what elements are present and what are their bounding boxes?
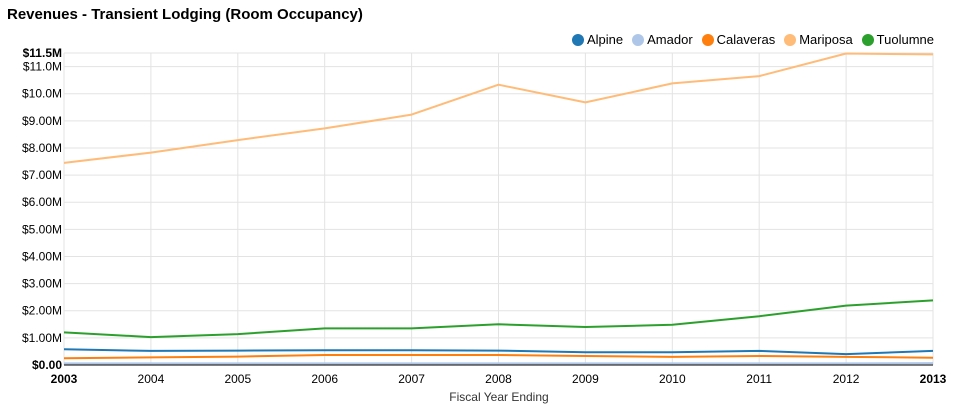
legend-label: Tuolumne (876, 32, 934, 47)
x-tick-label: 2009 (572, 372, 599, 386)
x-tick-label: 2003 (51, 372, 78, 386)
x-tick-label: 2013 (920, 372, 947, 386)
legend-item-tuolumne[interactable]: Tuolumne (861, 32, 934, 47)
legend-swatch (701, 33, 714, 46)
y-tick-label: $11.5M (23, 46, 62, 60)
x-tick-label: 2006 (311, 372, 338, 386)
y-tick-label: $10.0M (22, 87, 62, 101)
y-tick-label: $7.00M (22, 168, 62, 182)
y-tick-label: $3.00M (22, 277, 62, 291)
legend-swatch (861, 33, 874, 46)
series-line-calaveras (63, 354, 934, 360)
y-tick-label: $11.0M (23, 60, 62, 74)
legend-label: Alpine (587, 32, 624, 47)
chart-legend: Alpine Amador Calaveras Mariposa Tuolumne (563, 32, 934, 47)
x-axis-label: Fiscal Year Ending (449, 390, 548, 404)
y-axis: $0.00 $1.00M $2.00M $3.00M $4.00M $5.00M $6.00… (22, 46, 62, 372)
chart-grid (63, 52, 934, 366)
legend-label: Amador (647, 32, 693, 47)
x-tick-label: 2010 (659, 372, 686, 386)
y-tick-label: $5.00M (22, 222, 62, 236)
legend-item-calaveras[interactable]: Calaveras (701, 32, 776, 47)
series-line-alpine (63, 348, 934, 356)
x-axis: 2003 2004 2005 2006 2007 2008 2009 2010 2011 2012… (51, 372, 947, 386)
legend-swatch (632, 33, 645, 46)
y-tick-label: $1.00M (22, 331, 62, 345)
x-tick-label: 2011 (746, 372, 772, 386)
y-tick-label: $6.00M (22, 195, 62, 209)
legend-item-amador[interactable]: Amador (632, 32, 693, 47)
y-tick-label: $0.00 (32, 358, 62, 372)
x-tick-label: 2004 (138, 372, 165, 386)
series-line-tuolumne (63, 299, 934, 339)
legend-label: Mariposa (799, 32, 853, 47)
chart-title: Revenues - Transient Lodging (Room Occup… (7, 6, 363, 23)
x-tick-label: 2007 (398, 372, 425, 386)
y-tick-label: $2.00M (22, 304, 62, 318)
y-tick-label: $4.00M (22, 249, 62, 263)
y-tick-label: $9.00M (22, 114, 62, 128)
series-lines (63, 52, 934, 365)
x-tick-label: 2005 (224, 372, 251, 386)
series-line-mariposa (63, 52, 934, 164)
x-tick-label: 2012 (833, 372, 860, 386)
legend-item-alpine[interactable]: Alpine (572, 32, 623, 47)
legend-swatch (784, 33, 797, 46)
legend-item-mariposa[interactable]: Mariposa (784, 32, 853, 47)
legend-swatch (572, 33, 584, 46)
y-tick-label: $8.00M (22, 141, 62, 155)
x-tick-label: 2008 (485, 372, 512, 386)
legend-label: Calaveras (716, 32, 776, 47)
